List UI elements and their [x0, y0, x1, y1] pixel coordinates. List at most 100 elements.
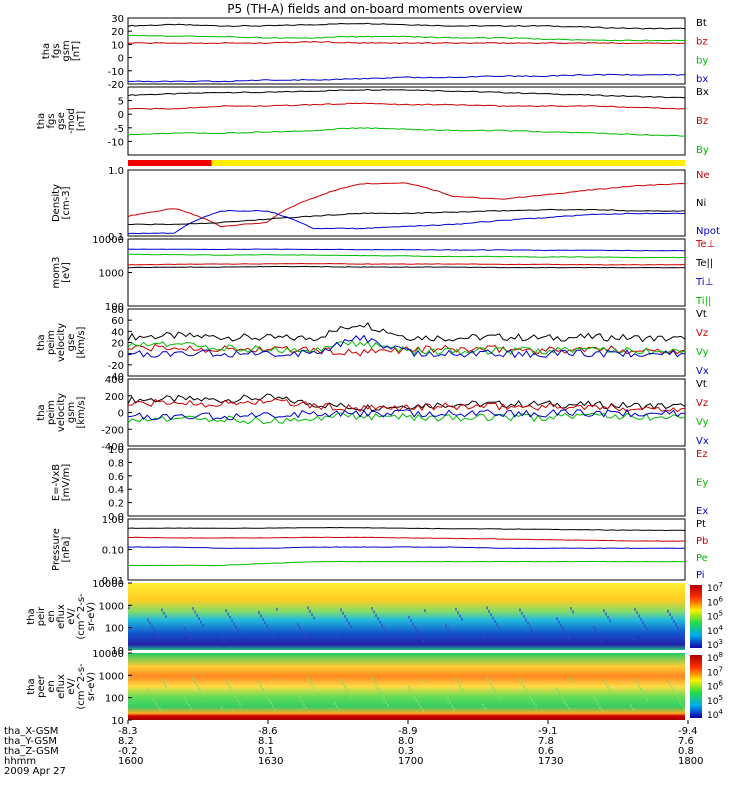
legend-label: Te||	[695, 258, 713, 269]
spectrogram-pixel	[194, 610, 196, 614]
spectrogram-pixel	[383, 627, 385, 631]
spectrogram-pixel	[535, 635, 537, 639]
spectrogram-pixel	[564, 700, 566, 704]
spectrogram-pixel	[340, 678, 342, 682]
spectrogram-pixel	[593, 625, 595, 629]
series-line	[127, 560, 686, 567]
spectrogram-pixel	[233, 622, 235, 626]
y-axis-label: peir	[36, 606, 47, 626]
y-tick-label: 0.4	[108, 485, 124, 496]
legend-label: Vt	[696, 379, 707, 390]
spectrogram-pixel	[566, 703, 568, 707]
y-axis-label: tha	[36, 113, 47, 129]
x-axis-value: -9.4	[678, 726, 698, 737]
spectrogram-pixel	[301, 699, 303, 703]
spectrogram-pixel	[301, 629, 303, 633]
spectrogram-pixel	[272, 634, 274, 638]
spectrogram-pixel	[527, 691, 529, 695]
series-line	[127, 88, 686, 99]
legend-label: By	[696, 145, 709, 156]
legend-label: Vy	[696, 347, 709, 358]
spectrogram-pixel	[644, 624, 646, 628]
spectrogram-pixel	[451, 634, 453, 638]
spectrogram-pixel	[348, 691, 350, 695]
spectrogram-pixel	[603, 609, 605, 613]
colorbar	[690, 585, 702, 648]
spectrogram-pixel	[231, 619, 233, 623]
spectrogram-pixel	[375, 613, 377, 617]
spectrogram-pixel	[570, 677, 572, 681]
y-tick-label: 80	[111, 305, 124, 316]
spectrogram-pixel	[449, 701, 451, 705]
spectrogram-pixel	[644, 694, 646, 698]
spectrogram-pixel	[373, 610, 375, 614]
y-axis-label: peim	[46, 330, 57, 355]
spectrogram-pixel	[488, 679, 490, 683]
spectrogram-pixel	[683, 706, 685, 710]
series-line	[127, 127, 686, 137]
series-line	[128, 102, 686, 110]
y-tick-label: 0.8	[108, 458, 124, 469]
spectrogram-pixel	[679, 629, 681, 633]
spectrogram-pixel	[379, 620, 381, 624]
spectrogram-pixel	[486, 676, 488, 680]
y-tick-label: 10000	[92, 579, 124, 590]
spectrogram-pixel	[498, 696, 500, 700]
spectrogram-pixel	[375, 683, 377, 687]
series-line	[127, 262, 686, 266]
spectrogram-pixel	[338, 638, 340, 642]
spectrogram-pixel	[377, 687, 379, 691]
spectrogram-pixel	[147, 618, 149, 622]
status-bar-segment	[211, 160, 686, 166]
legend-label: Pt	[696, 519, 706, 530]
spectrogram-pixel	[634, 607, 636, 611]
spectrogram-pixel	[412, 622, 414, 626]
spectrogram-pixel	[642, 621, 644, 625]
spectrogram-pixel	[200, 690, 202, 694]
spectrogram-pixel	[490, 613, 492, 617]
y-axis-label: tha	[41, 43, 52, 59]
x-axis-value: 1630	[258, 756, 283, 767]
spectrogram-pixel	[313, 616, 315, 620]
y-tick-label: 100	[105, 624, 124, 635]
spectrogram-pixel	[558, 690, 560, 694]
spectrogram-pixel	[237, 699, 239, 703]
series-line	[128, 40, 686, 45]
y-tick-label: 10	[111, 40, 124, 51]
y-tick-label: 60	[111, 316, 124, 327]
page-title: P5 (TH-A) fields and on-board moments ov…	[227, 2, 523, 16]
y-tick-label: 0.10	[102, 546, 124, 557]
spectrogram-pixel	[184, 627, 186, 631]
spectrogram-pixel	[636, 681, 638, 685]
y-axis-label: -mod	[66, 108, 77, 134]
spectrogram-pixel	[239, 702, 241, 706]
spectrogram-pixel	[422, 709, 424, 713]
legend-label: Bz	[696, 116, 708, 127]
spectrogram-pixel	[523, 685, 525, 689]
spectrogram-pixel	[453, 707, 455, 711]
spectrogram-pixel	[159, 638, 161, 642]
spectrogram-pixel	[297, 623, 299, 627]
spectrogram-pixel	[233, 692, 235, 696]
spectrogram-pixel	[198, 617, 200, 621]
spectrogram-pixel	[599, 635, 601, 639]
spectrogram-pixel	[194, 680, 196, 684]
spectrogram-pixel	[163, 611, 165, 615]
spectrogram-pixel	[418, 632, 420, 636]
spectrogram-pixel	[607, 615, 609, 619]
spectrogram-pixel	[307, 676, 309, 680]
spectrogram-pixel	[128, 676, 130, 680]
spectrogram-pixel	[270, 631, 272, 635]
spectrogram-pixel	[153, 628, 155, 632]
panel-frame	[127, 86, 686, 156]
spectrogram-pixel	[447, 627, 449, 631]
spectrogram-pixel	[562, 627, 564, 631]
spectrogram-pixel	[488, 609, 490, 613]
x-axis-value: -8.3	[118, 726, 138, 737]
spectrogram-pixel	[161, 678, 163, 682]
spectrogram-pixel	[412, 692, 414, 696]
series-line	[127, 398, 686, 413]
spectrogram-pixel	[311, 613, 313, 617]
y-tick-label: -200	[101, 425, 124, 436]
y-tick-label: 10000	[92, 235, 124, 246]
